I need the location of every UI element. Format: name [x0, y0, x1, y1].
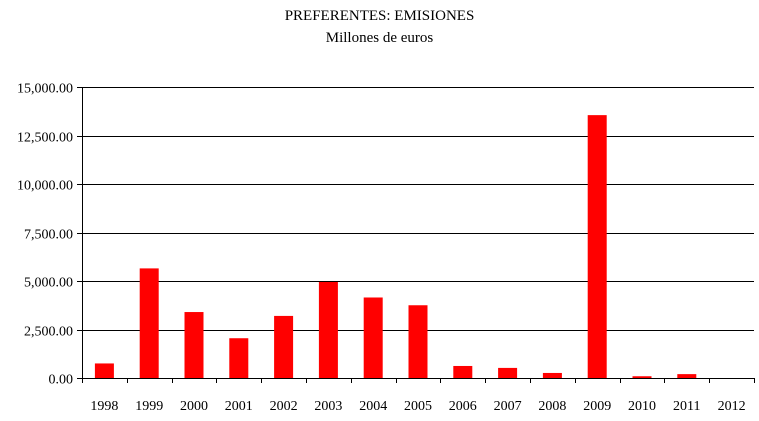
x-tick-label: 2010 [628, 399, 656, 414]
x-tick-label: 2012 [718, 399, 746, 414]
bar-2010 [632, 376, 652, 378]
chart-subtitle: Millones de euros [325, 30, 434, 46]
bar-2004 [363, 297, 383, 378]
y-tick-label: 0.00 [49, 373, 74, 388]
y-tick-label: 12,500.00 [17, 131, 73, 146]
bar-2001 [229, 338, 249, 378]
bar-2011 [677, 374, 697, 378]
bars [94, 115, 697, 378]
axes [77, 87, 755, 383]
y-tick-label: 7,500.00 [24, 228, 73, 243]
gridlines [82, 87, 754, 331]
x-tick-label: 2008 [538, 399, 566, 414]
x-tick-label: 2004 [359, 399, 387, 414]
bar-1998 [94, 363, 114, 378]
y-tick-label: 15,000.00 [17, 82, 73, 97]
x-tick-label: 2006 [449, 399, 477, 414]
chart-title: PREFERENTES: EMISIONES [284, 8, 475, 24]
y-axis-tick-labels: 0.00 2,500.00 5,000.00 7,500.00 10,000.00 12,… [17, 82, 73, 388]
x-tick-label: 2007 [494, 399, 522, 414]
bar-1999 [139, 268, 159, 378]
bar-2002 [274, 315, 294, 378]
x-tick-label: 2011 [673, 399, 700, 414]
bar-2000 [184, 312, 204, 378]
x-tick-label: 2001 [225, 399, 253, 414]
bar-2005 [408, 305, 428, 378]
bar-2006 [453, 365, 473, 378]
x-tick-label: 1999 [135, 399, 163, 414]
y-tick-label: 2,500.00 [24, 325, 73, 340]
x-tick-label: 2000 [180, 399, 208, 414]
x-tick-label: 2009 [583, 399, 611, 414]
bar-2008 [542, 372, 562, 378]
x-tick-label: 1998 [90, 399, 118, 414]
y-tick-label: 5,000.00 [24, 276, 73, 291]
x-axis-tick-labels: 1998 1999 2000 2001 2002 2003 2004 2005 2006 2007… [90, 399, 745, 414]
bar-2003 [318, 281, 338, 378]
bar-2007 [498, 367, 518, 378]
x-tick-label: 2003 [314, 399, 342, 414]
x-tick-label: 2005 [404, 399, 432, 414]
bar-2009 [587, 115, 607, 378]
y-tick-label: 10,000.00 [17, 179, 73, 194]
x-tick-label: 2002 [270, 399, 298, 414]
